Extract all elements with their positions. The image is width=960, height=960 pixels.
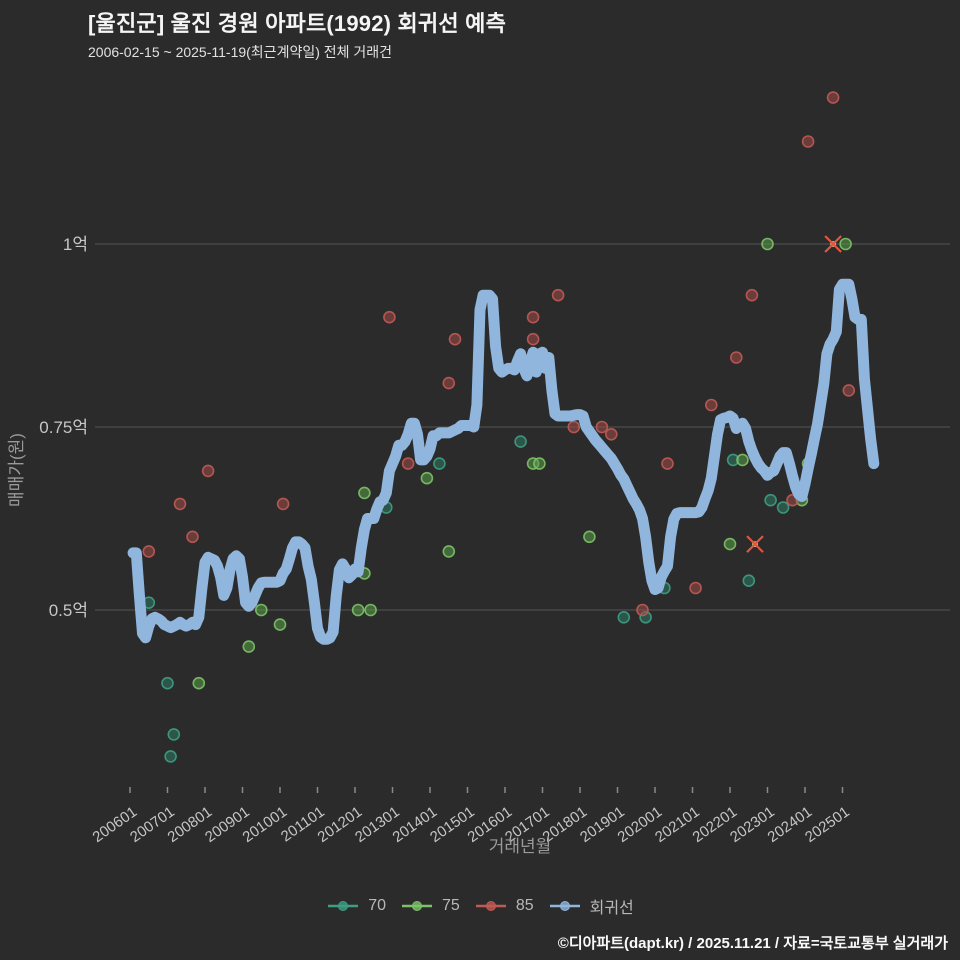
data-point-85[interactable]: [704, 398, 718, 412]
data-point-75[interactable]: [351, 603, 365, 617]
chart-legend: 70 75 85 회귀선: [0, 894, 960, 918]
data-point-85[interactable]: [186, 530, 199, 544]
data-point-85[interactable]: [842, 384, 856, 397]
data-point-75[interactable]: [273, 618, 287, 631]
page-title: [울진군] 울진 경원 아파트(1992) 회귀선 예측: [88, 11, 507, 36]
data-point-75[interactable]: [736, 453, 749, 467]
data-point-85[interactable]: [661, 457, 674, 470]
legend-marker-icon: [328, 901, 359, 911]
data-point-85[interactable]: [401, 457, 415, 470]
data-point-75[interactable]: [442, 545, 456, 558]
legend-item-85[interactable]: 85: [474, 897, 534, 915]
page-subtitle: 2006-02-15 ~ 2025-11-19(최근계약일) 전체 거래건: [88, 44, 393, 60]
legend-marker-icon: [549, 901, 580, 911]
y-axis-title: 매매가(원): [7, 433, 26, 507]
data-point-75[interactable]: [583, 530, 596, 544]
data-point-85[interactable]: [383, 310, 396, 324]
legend-label: 85: [515, 897, 534, 914]
regression-line[interactable]: [127, 278, 880, 645]
data-point-85[interactable]: [595, 420, 609, 434]
data-point-70[interactable]: [433, 457, 446, 470]
data-point-70[interactable]: [776, 501, 790, 514]
data-point-85[interactable]: [201, 464, 215, 478]
data-point-70[interactable]: [764, 493, 777, 507]
data-point-85[interactable]: [636, 603, 649, 617]
data-point-85[interactable]: [526, 310, 540, 324]
data-point-75[interactable]: [723, 537, 737, 551]
data-point-85[interactable]: [826, 91, 840, 104]
y-tick-label: 1억: [63, 235, 88, 254]
data-point-75[interactable]: [192, 676, 206, 690]
data-point-70[interactable]: [742, 574, 756, 588]
data-point-85[interactable]: [567, 420, 581, 434]
data-point-85[interactable]: [173, 497, 187, 511]
data-point-85[interactable]: [276, 497, 290, 511]
legend-label: 70: [368, 897, 387, 914]
legend-label: 회귀선: [589, 900, 634, 917]
data-point-85[interactable]: [729, 351, 743, 364]
data-point-70[interactable]: [167, 728, 181, 741]
data-point-70[interactable]: [161, 676, 174, 690]
data-point-85[interactable]: [142, 545, 156, 558]
data-point-85[interactable]: [551, 288, 565, 302]
x-axis-title: 거래년월: [489, 837, 552, 856]
legend-label: 75: [442, 897, 460, 914]
data-point-85[interactable]: [745, 288, 759, 302]
cancelled-x-icon: [746, 535, 764, 553]
data-point-75[interactable]: [533, 457, 546, 470]
data-point-85[interactable]: [448, 332, 462, 346]
legend-marker-icon: [402, 901, 433, 911]
y-tick-label: 0.5억: [49, 601, 88, 620]
data-point-75[interactable]: [364, 603, 377, 617]
y-tick-label: 0.75억: [39, 418, 88, 437]
legend-item-75[interactable]: 75: [400, 897, 460, 915]
data-point-70[interactable]: [164, 750, 177, 763]
data-point-70[interactable]: [514, 435, 527, 448]
data-point-75[interactable]: [242, 640, 256, 653]
legend-marker-icon: [475, 901, 506, 911]
data-point-85[interactable]: [801, 135, 815, 148]
legend-item-70[interactable]: 70: [326, 897, 386, 915]
cancelled-x-icon: [824, 235, 842, 253]
data-point-85[interactable]: [442, 376, 456, 390]
data-point-75[interactable]: [420, 471, 434, 485]
data-point-85[interactable]: [689, 581, 702, 595]
data-point-85[interactable]: [526, 332, 540, 346]
data-point-75[interactable]: [839, 237, 852, 251]
data-point-70[interactable]: [617, 610, 631, 624]
data-point-85[interactable]: [604, 427, 618, 441]
footer-credit: ©디아파트(dapt.kr) / 2025.11.21 / 자료=국토교통부 실…: [557, 935, 948, 952]
data-point-75[interactable]: [761, 237, 774, 251]
data-point-75[interactable]: [254, 603, 268, 617]
legend-item-회귀선[interactable]: 회귀선: [548, 894, 634, 918]
data-point-75[interactable]: [358, 486, 371, 500]
